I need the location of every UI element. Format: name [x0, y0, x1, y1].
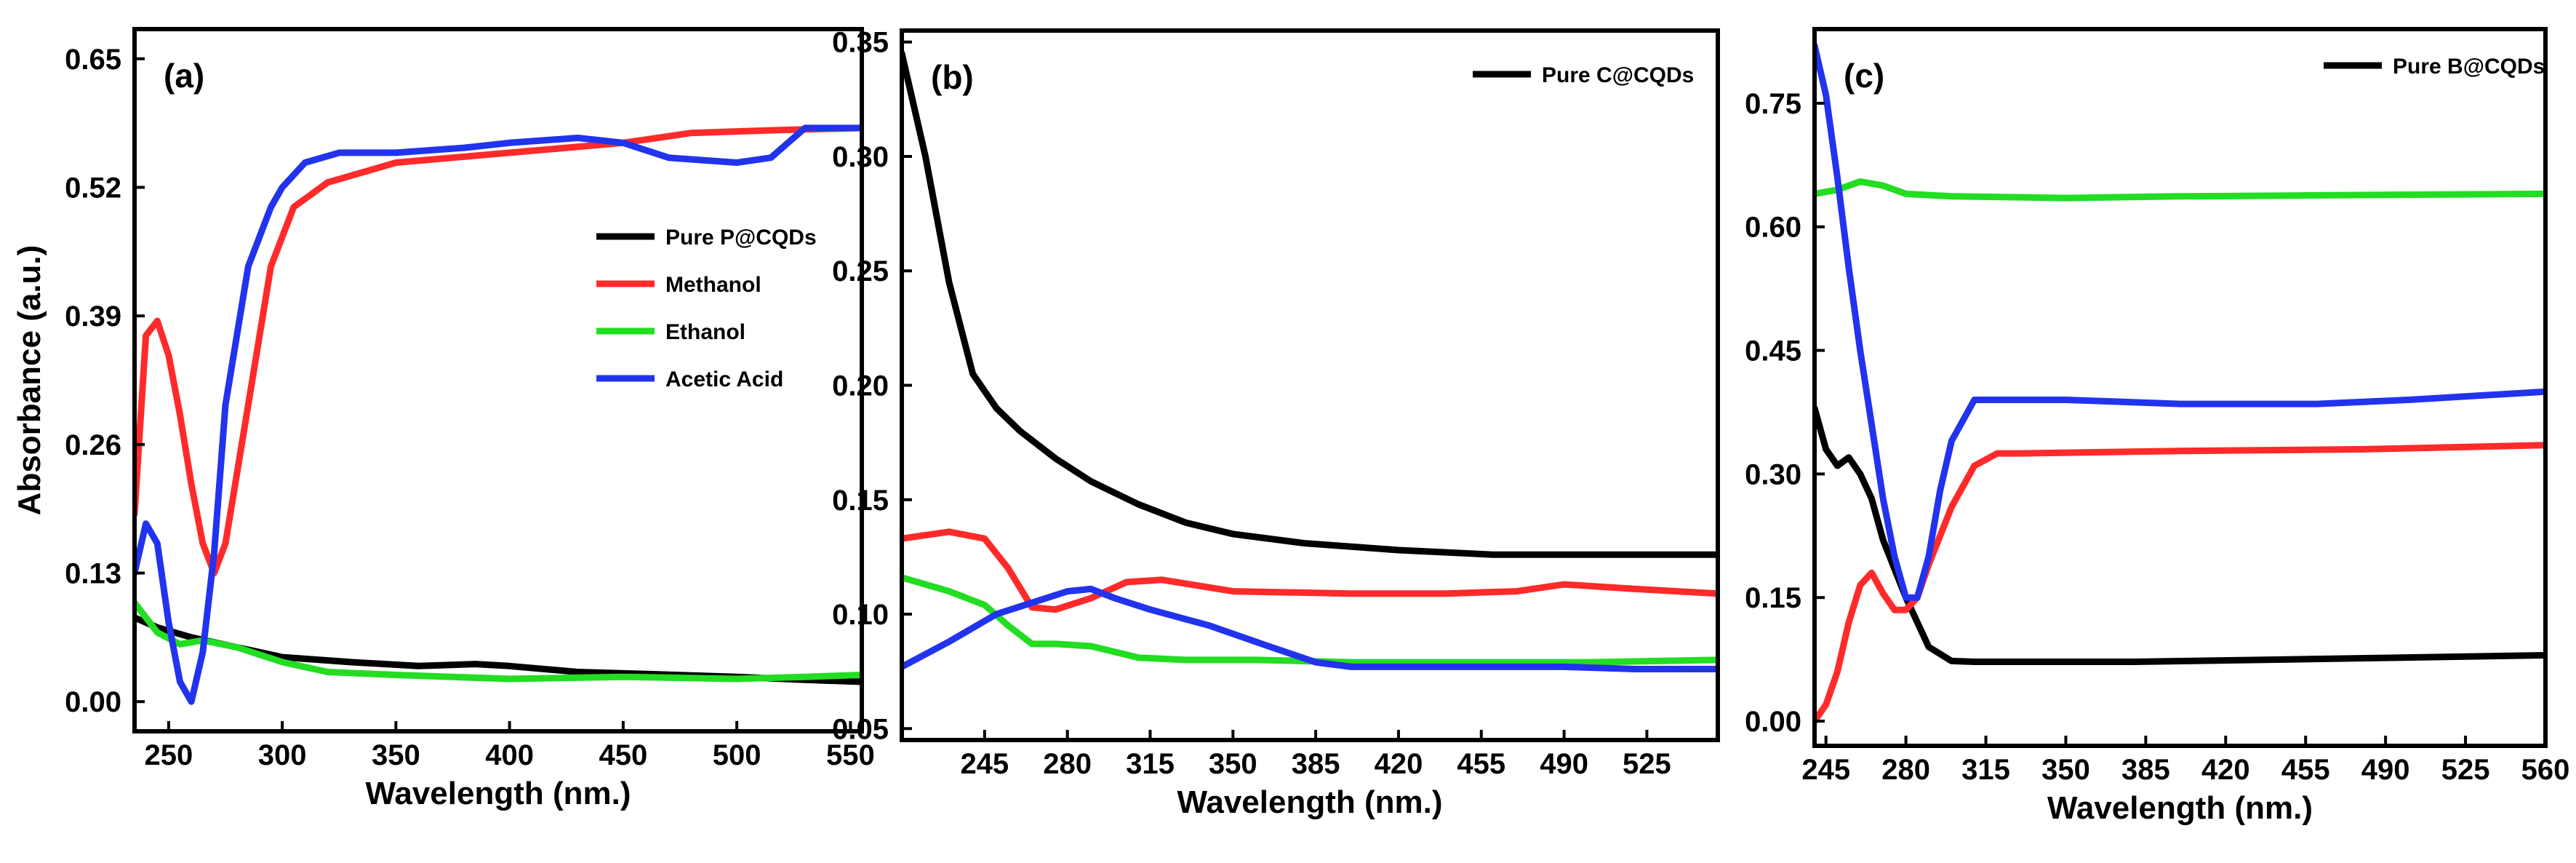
y-tick-label: 0.75: [1745, 88, 1801, 120]
y-tick-label: 0.13: [65, 558, 121, 590]
y-tick-label: 0.30: [1745, 458, 1801, 490]
y-tick-label: 0.15: [1745, 582, 1801, 614]
panel-b: 245 280 315 350 385 420 455 490 525 0.05 0.10 0.15 0…: [832, 27, 1720, 820]
x-axis-label: Wavelength (nm.): [1177, 784, 1442, 820]
panel-label: (a): [164, 57, 204, 95]
x-tick-label: 245: [1801, 754, 1850, 786]
y-tick-label: 0.05: [832, 713, 889, 745]
panel-label: (b): [931, 58, 974, 96]
series-line-acetic-acid: [135, 124, 862, 705]
x-tick-label: 315: [1126, 748, 1175, 780]
x-tick-label: 455: [2281, 754, 2330, 786]
x-tick-label: 420: [2201, 754, 2250, 786]
x-axis-label: Wavelength (nm.): [365, 776, 631, 811]
panel-label: (c): [1844, 57, 1884, 95]
x-tick-label: 385: [2121, 754, 2170, 786]
y-axis-label: Absorbance (a.u.): [12, 245, 47, 516]
x-tick-label: 490: [1540, 748, 1588, 780]
x-tick-label: 455: [1457, 748, 1505, 780]
y-tick-label: 0.15: [832, 485, 889, 517]
plot-frame: [900, 28, 1720, 742]
series-line-ethanol: [135, 599, 862, 683]
x-tick-label: 450: [599, 739, 648, 771]
x-tick-label: 560: [2521, 754, 2570, 786]
y-tick-label: 0.52: [65, 172, 121, 204]
x-tick-label: 525: [1623, 748, 1671, 780]
legend-label: Ethanol: [665, 320, 745, 344]
series-line-red: [902, 528, 1718, 613]
x-tick-label: 525: [2441, 754, 2490, 786]
y-tick-label: 0.00: [65, 686, 121, 718]
series-line-methanol: [135, 124, 862, 576]
y-tick-label: 0.39: [65, 301, 121, 333]
legend-label: Methanol: [665, 273, 761, 297]
series-line-red: [1815, 442, 2545, 725]
panel-c: 245 280 315 350 385 420 455 490 525 560 0.00 0.15 0.…: [1745, 27, 2570, 826]
y-tick-label: 0.00: [1745, 706, 1801, 738]
x-tick-label: 300: [258, 739, 307, 771]
x-tick-label: 350: [372, 739, 420, 771]
legend-label: Pure B@CQDs: [2393, 55, 2545, 79]
series-line-pure-c-cqds: [902, 50, 1718, 558]
x-tick-label: 420: [1375, 748, 1423, 780]
x-tick-label: 550: [826, 739, 875, 771]
y-tick-label: 0.25: [832, 255, 889, 287]
x-tick-label: 350: [1209, 748, 1257, 780]
series-line-green: [1815, 178, 2545, 202]
x-tick-label: 250: [145, 739, 193, 771]
plot-frame: [132, 27, 864, 733]
x-tick-label: 280: [1881, 754, 1930, 786]
plot-frame: [1812, 27, 2548, 748]
series-line-blue: [902, 585, 1718, 672]
x-tick-label: 280: [1043, 748, 1092, 780]
y-tick-label: 0.35: [832, 27, 889, 59]
y-tick-label: 0.45: [1745, 335, 1801, 367]
legend-label: Acetic Acid: [665, 367, 783, 391]
x-tick-label: 490: [2361, 754, 2410, 786]
x-tick-label: 350: [2041, 754, 2090, 786]
y-tick-label: 0.26: [65, 429, 121, 461]
y-tick-label: 0.60: [1745, 212, 1801, 244]
y-tick-label: 0.65: [65, 44, 121, 76]
series-line-green: [902, 574, 1718, 666]
x-tick-label: 385: [1292, 748, 1340, 780]
series-line-blue: [1815, 42, 2545, 601]
x-tick-label: 500: [713, 739, 761, 771]
legend-label: Pure C@CQDs: [1542, 63, 1694, 87]
x-axis-label: Wavelength (nm.): [2047, 790, 2313, 826]
x-tick-label: 400: [485, 739, 534, 771]
y-tick-label: 0.30: [832, 141, 889, 173]
y-tick-label: 0.10: [832, 599, 889, 631]
x-tick-label: 315: [1961, 754, 2010, 786]
y-tick-label: 0.20: [832, 370, 889, 402]
x-tick-label: 245: [960, 748, 1009, 780]
legend-label: Pure P@CQDs: [665, 226, 817, 250]
panel-a: 250 300 350 400 450 500 550 0.00 0.13 0.26 0.39 0.5…: [12, 27, 875, 811]
